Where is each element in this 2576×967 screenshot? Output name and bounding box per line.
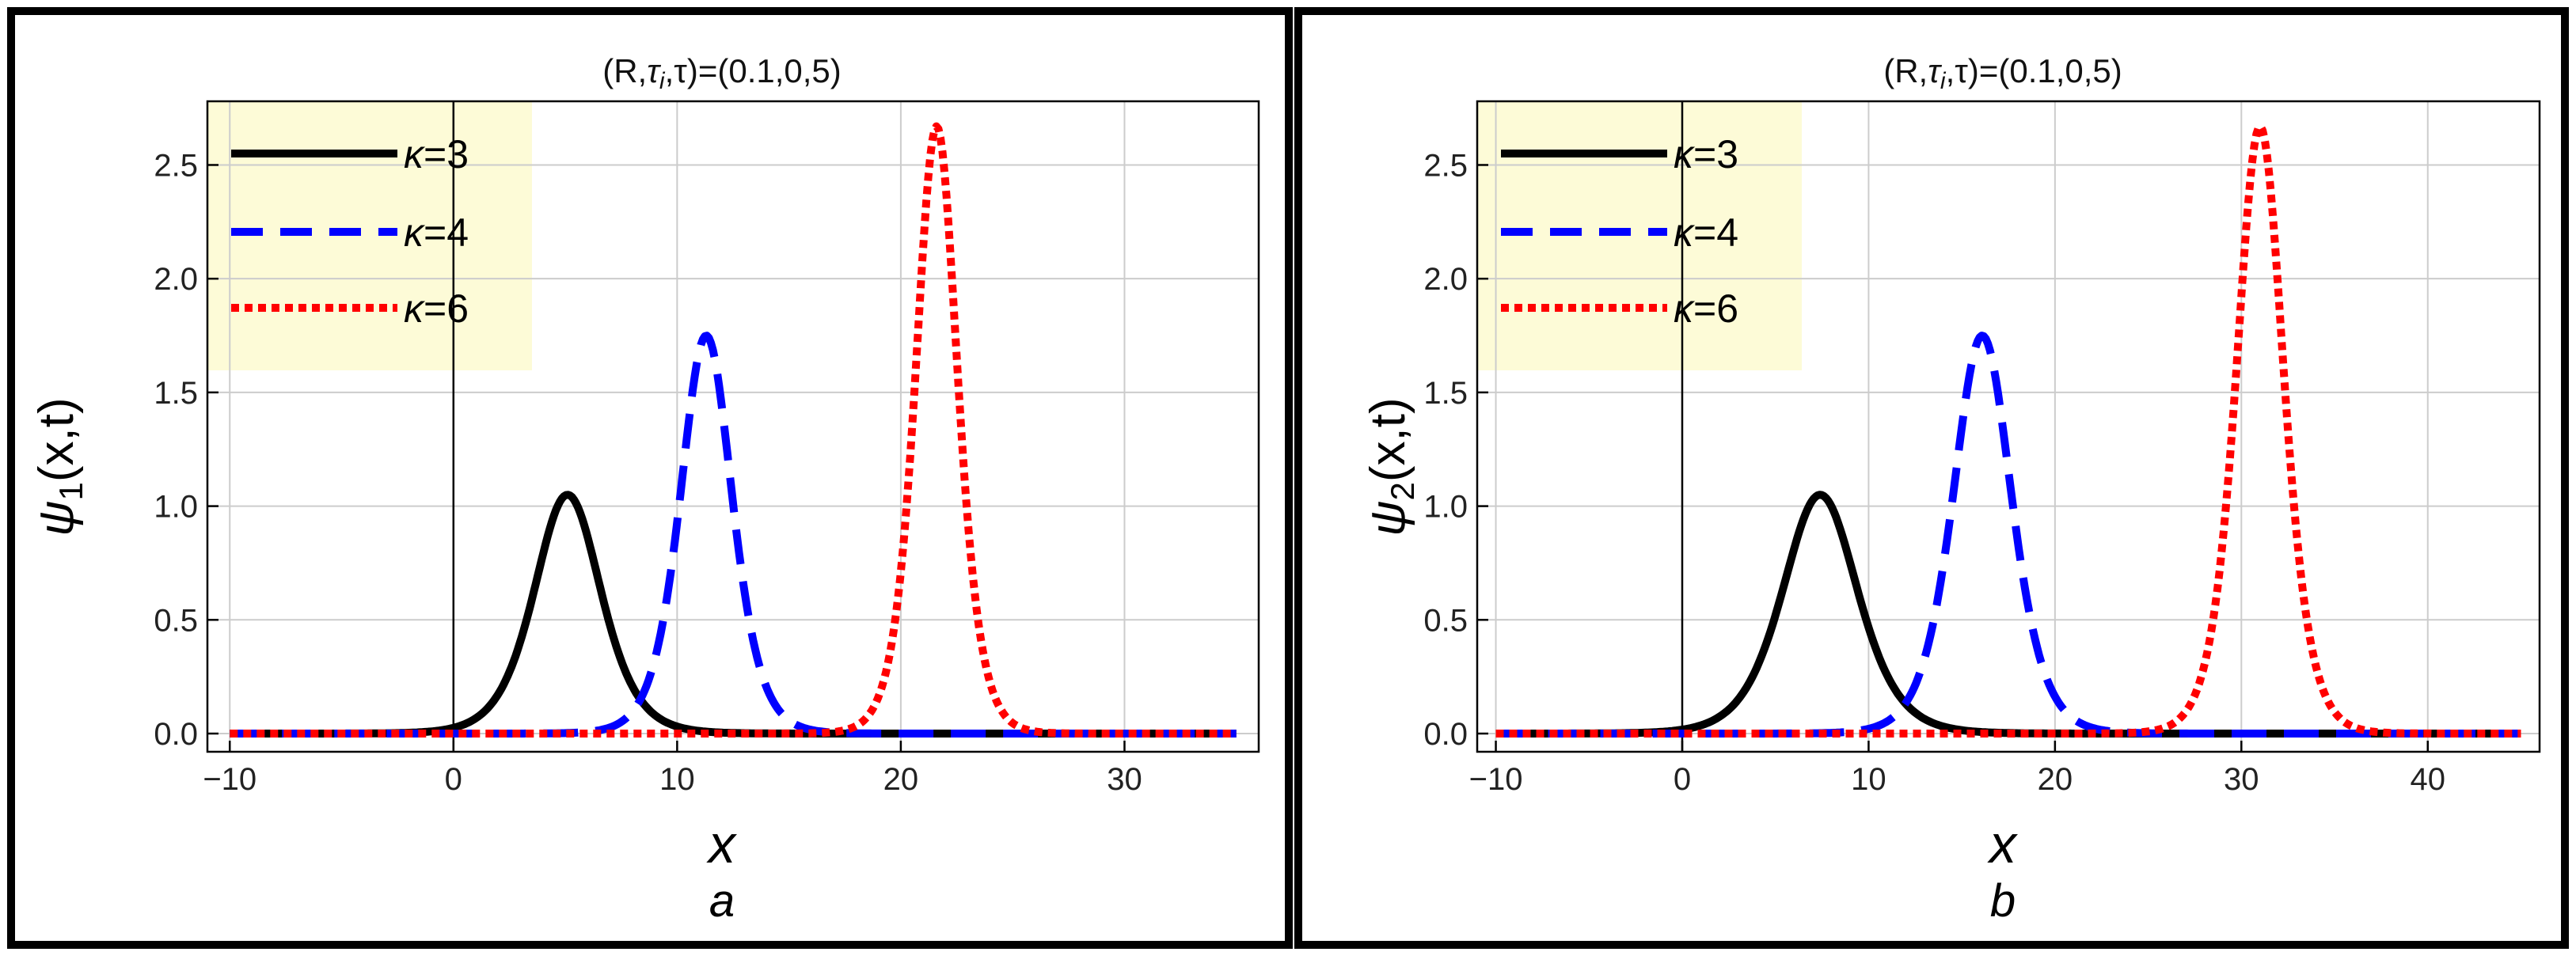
- y-tick-label: 0.0: [1423, 717, 1468, 752]
- x-tick-label: 0: [1674, 762, 1691, 797]
- y-axis-label: ψ2(x,t): [1361, 397, 1421, 536]
- series-line-kappa-6: [1494, 122, 2523, 738]
- legend-label-kappa-3: κ=3: [404, 132, 469, 176]
- panel-caption: a: [709, 875, 735, 927]
- x-tick-label: 20: [2038, 762, 2073, 797]
- legend: κ=3 κ=4 κ=6: [1501, 132, 1738, 331]
- legend-label-kappa-4: κ=4: [404, 210, 469, 255]
- y-tick-label: 0.5: [154, 603, 198, 638]
- plot-frame: [1476, 100, 2541, 753]
- y-tick-label: 1.0: [1423, 490, 1468, 525]
- x-tick-label: 30: [2224, 762, 2259, 797]
- x-tick-label: 10: [659, 762, 695, 797]
- panel-a-frame: [7, 7, 1293, 949]
- series-line-kappa-6: [227, 122, 1239, 738]
- series-line-kappa-4: [227, 332, 1239, 738]
- x-axis-label: x: [706, 814, 737, 874]
- x-tick-label: 0: [445, 762, 462, 797]
- y-tick-label: 0.0: [154, 717, 198, 752]
- series-line-kappa-3: [1494, 491, 2523, 738]
- legend-label-kappa-6: κ=6: [404, 286, 469, 331]
- y-tick-label: 2.0: [154, 262, 198, 297]
- y-tick-label: 1.5: [1423, 376, 1468, 411]
- x-tick-label: −10: [203, 762, 256, 797]
- y-tick-label: 2.0: [1423, 262, 1468, 297]
- legend-label-kappa-3: κ=3: [1674, 132, 1738, 176]
- series-layer: [227, 122, 1239, 738]
- plot-frame: [206, 100, 1260, 753]
- y-axis-label: ψ1(x,t): [29, 397, 89, 536]
- chart-title: (R,τi,τ)=(0.1,0,5): [1883, 52, 2122, 94]
- chart-title: (R,τi,τ)=(0.1,0,5): [602, 52, 842, 94]
- chart-panel-b: −10 0 10 20 30 40 0.0 0.5 1.0 1.5 2.0 2.5 (R,τi,τ)=…: [1361, 52, 2541, 927]
- y-tick-label: 2.5: [1423, 148, 1468, 183]
- tick-layer: −10 0 10 20 30 0.0 0.5 1.0 1.5 2.0 2.5: [154, 148, 1142, 797]
- y-tick-label: 1.0: [154, 490, 198, 525]
- legend-label-kappa-6: κ=6: [1674, 286, 1738, 331]
- x-tick-label: 30: [1107, 762, 1142, 797]
- series-line-kappa-4: [1494, 332, 2523, 738]
- x-tick-label: 10: [1851, 762, 1886, 797]
- x-tick-label: 40: [2410, 762, 2445, 797]
- y-tick-label: 2.5: [154, 148, 198, 183]
- x-tick-label: −10: [1469, 762, 1523, 797]
- tick-layer: −10 0 10 20 30 40 0.0 0.5 1.0 1.5 2.0 2.5: [1423, 148, 2445, 797]
- panel-b-frame: [1294, 7, 2569, 949]
- legend-label-kappa-4: κ=4: [1674, 210, 1738, 255]
- series-layer: [1494, 122, 2523, 738]
- y-tick-label: 0.5: [1423, 603, 1468, 638]
- x-tick-label: 20: [883, 762, 919, 797]
- y-tick-label: 1.5: [154, 376, 198, 411]
- x-axis-label: x: [1987, 814, 2018, 874]
- legend: κ=3 κ=4 κ=6: [231, 132, 469, 331]
- chart-panel-a: −10 0 10 20 30 0.0 0.5 1.0 1.5 2.0 2.5 (R,τi,τ)=(0…: [29, 52, 1260, 927]
- panel-caption: b: [1990, 875, 2016, 927]
